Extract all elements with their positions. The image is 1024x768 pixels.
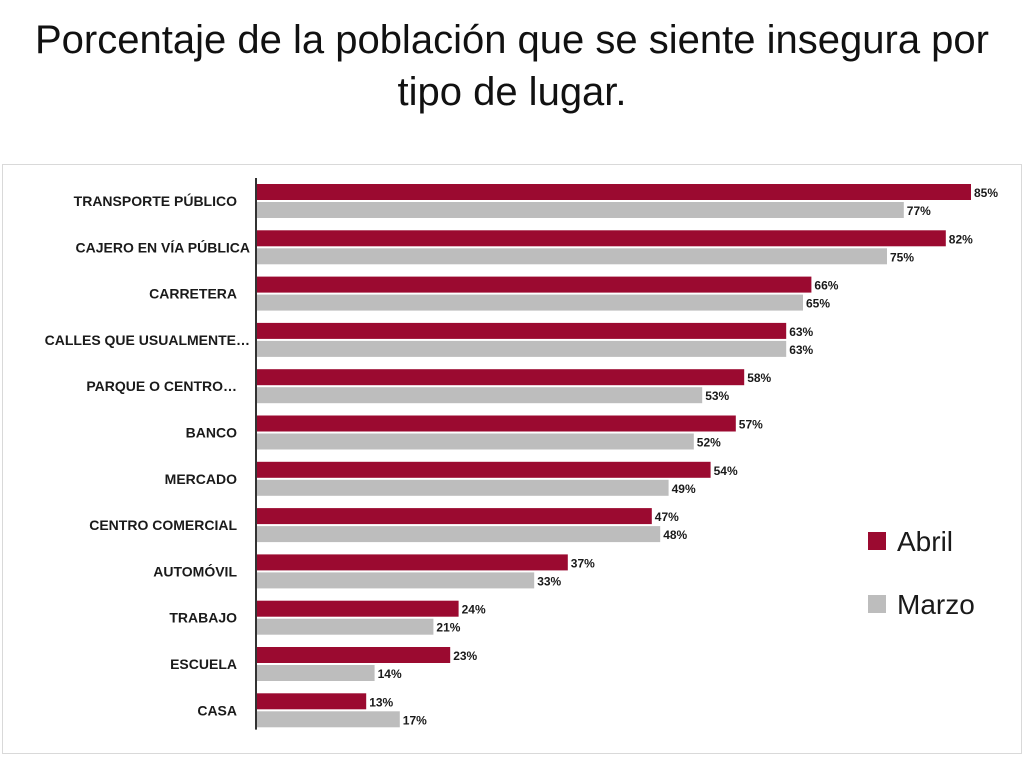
page-title: Porcentaje de la población que se siente… xyxy=(35,18,989,114)
value-label-abril-calles-que-usualmente: 63% xyxy=(789,325,813,339)
bar-marzo-calles-que-usualmente xyxy=(257,340,787,357)
bar-marzo-parque-o-centro xyxy=(257,387,703,404)
value-label-marzo-automovil: 33% xyxy=(537,574,561,588)
legend-swatch-abril xyxy=(868,532,886,550)
value-label-abril-escuela: 23% xyxy=(453,649,477,663)
bar-abril-parque-o-centro xyxy=(257,369,745,386)
value-label-marzo-mercado: 49% xyxy=(672,482,696,496)
legend-label-marzo: Marzo xyxy=(897,589,975,620)
category-label-transporte-publico: TRANSPORTE PÚBLICO xyxy=(74,192,237,209)
value-label-abril-mercado: 54% xyxy=(714,464,738,478)
category-label-centro-comercial: CENTRO COMERCIAL xyxy=(89,517,237,533)
bar-abril-escuela xyxy=(257,647,451,663)
chart-frame xyxy=(2,164,1022,754)
category-label-escuela: ESCUELA xyxy=(170,656,237,672)
labels-group: TRANSPORTE PÚBLICO 85% 77% CAJERO EN VÍA PÚ… xyxy=(45,186,999,727)
category-label-carretera: CARRETERA xyxy=(149,286,237,302)
value-label-abril-automovil: 37% xyxy=(571,556,595,570)
value-label-marzo-casa: 17% xyxy=(403,713,427,727)
bar-marzo-transporte-publico xyxy=(257,202,904,218)
value-label-abril-centro-comercial: 47% xyxy=(655,510,679,524)
legend: Abril Marzo xyxy=(868,526,975,620)
bar-marzo-carretera xyxy=(257,294,803,311)
bar-abril-calles-que-usualmente xyxy=(257,322,787,339)
bar-abril-centro-comercial xyxy=(257,508,652,525)
category-label-casa: CASA xyxy=(197,702,237,718)
category-label-cajero-en-via-publica: CAJERO EN VÍA PÚBLICA xyxy=(75,238,250,255)
bar-abril-transporte-publico xyxy=(257,184,971,200)
category-label-trabajo: TRABAJO xyxy=(169,610,237,626)
category-label-automovil: AUTOMÓVIL xyxy=(153,562,237,579)
value-label-abril-trabajo: 24% xyxy=(462,603,486,617)
bar-abril-casa xyxy=(257,693,367,710)
category-label-calles-que-usualmente: CALLES QUE USUALMENTE… xyxy=(45,332,250,348)
bar-marzo-cajero-en-via-publica xyxy=(257,248,887,265)
bar-marzo-mercado xyxy=(257,479,669,496)
value-label-marzo-escuela: 14% xyxy=(378,667,402,681)
bar-marzo-casa xyxy=(257,711,400,728)
value-label-abril-cajero-en-via-publica: 82% xyxy=(949,232,973,246)
value-label-abril-transporte-publico: 85% xyxy=(974,186,998,200)
bar-marzo-escuela xyxy=(257,665,375,681)
value-label-abril-parque-o-centro: 58% xyxy=(747,371,771,385)
value-label-marzo-parque-o-centro: 53% xyxy=(705,389,729,403)
bar-abril-carretera xyxy=(257,276,812,293)
bar-abril-trabajo xyxy=(257,600,459,617)
legend-label-abril: Abril xyxy=(897,526,953,557)
bar-marzo-banco xyxy=(257,433,694,450)
category-label-mercado: MERCADO xyxy=(165,471,237,487)
value-label-abril-casa: 13% xyxy=(369,695,393,709)
bar-marzo-trabajo xyxy=(257,618,434,635)
bar-marzo-centro-comercial xyxy=(257,526,661,543)
value-label-abril-banco: 57% xyxy=(739,418,763,432)
value-label-marzo-cajero-en-via-publica: 75% xyxy=(890,250,914,264)
value-label-marzo-trabajo: 21% xyxy=(436,621,460,635)
bar-abril-mercado xyxy=(257,461,711,478)
value-label-marzo-carretera: 65% xyxy=(806,297,830,311)
category-label-parque-o-centro: PARQUE O CENTRO… xyxy=(86,378,237,394)
value-label-marzo-transporte-publico: 77% xyxy=(907,204,931,218)
legend-swatch-marzo xyxy=(868,595,886,613)
bar-abril-banco xyxy=(257,415,736,432)
category-label-banco: BANCO xyxy=(186,425,237,441)
bar-marzo-automovil xyxy=(257,572,535,589)
value-label-marzo-banco: 52% xyxy=(697,436,721,450)
bar-abril-automovil xyxy=(257,554,568,571)
bar-abril-cajero-en-via-publica xyxy=(257,230,946,247)
bars-group xyxy=(257,184,971,728)
value-label-marzo-centro-comercial: 48% xyxy=(663,528,687,542)
value-label-abril-carretera: 66% xyxy=(814,279,838,293)
value-label-marzo-calles-que-usualmente: 63% xyxy=(789,343,813,357)
